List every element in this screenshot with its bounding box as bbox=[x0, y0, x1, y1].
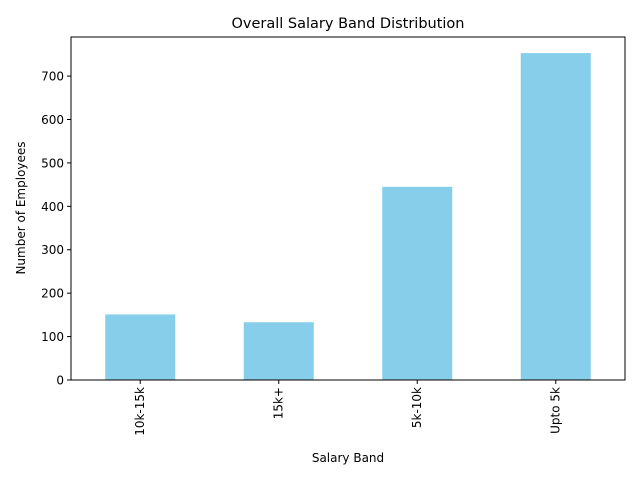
y-tick-label: 200 bbox=[41, 287, 64, 301]
x-axis-label: Salary Band bbox=[312, 451, 384, 465]
y-axis-label: Number of Employees bbox=[14, 141, 28, 274]
y-tick-label: 700 bbox=[41, 70, 64, 84]
plot-frame bbox=[70, 36, 626, 381]
chart-title: Overall Salary Band Distribution bbox=[231, 16, 464, 32]
bar bbox=[382, 186, 453, 380]
y-tick-label: 100 bbox=[41, 330, 64, 344]
bars-group bbox=[105, 53, 591, 381]
x-tick-label: 15k+ bbox=[271, 387, 285, 419]
x-tick-label: 10k-15k bbox=[133, 387, 147, 436]
y-tick-label: 0 bbox=[56, 374, 64, 388]
x-tick-label: 5k-10k bbox=[410, 387, 424, 428]
x-tick-label: Upto 5k bbox=[548, 387, 562, 434]
y-tick-label: 500 bbox=[41, 156, 64, 170]
y-tick-label: 400 bbox=[41, 200, 64, 214]
y-tick-label: 600 bbox=[41, 113, 64, 127]
bar bbox=[105, 314, 176, 380]
y-axis-ticks: 0 100 200 300 400 500 600 700 bbox=[41, 70, 71, 388]
y-tick-label: 300 bbox=[41, 243, 64, 257]
x-axis-ticks: 10k-15k 15k+ 5k-10k Upto 5k bbox=[133, 380, 562, 436]
bar bbox=[243, 322, 314, 380]
bar bbox=[520, 53, 591, 381]
